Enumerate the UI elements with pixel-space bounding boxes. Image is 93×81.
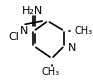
Text: N: N	[68, 43, 76, 53]
Text: Cl: Cl	[8, 32, 19, 42]
Text: CH₃: CH₃	[41, 67, 59, 77]
Text: N: N	[20, 26, 28, 36]
Text: CH₃: CH₃	[74, 26, 92, 36]
Text: H₂N: H₂N	[22, 6, 43, 16]
